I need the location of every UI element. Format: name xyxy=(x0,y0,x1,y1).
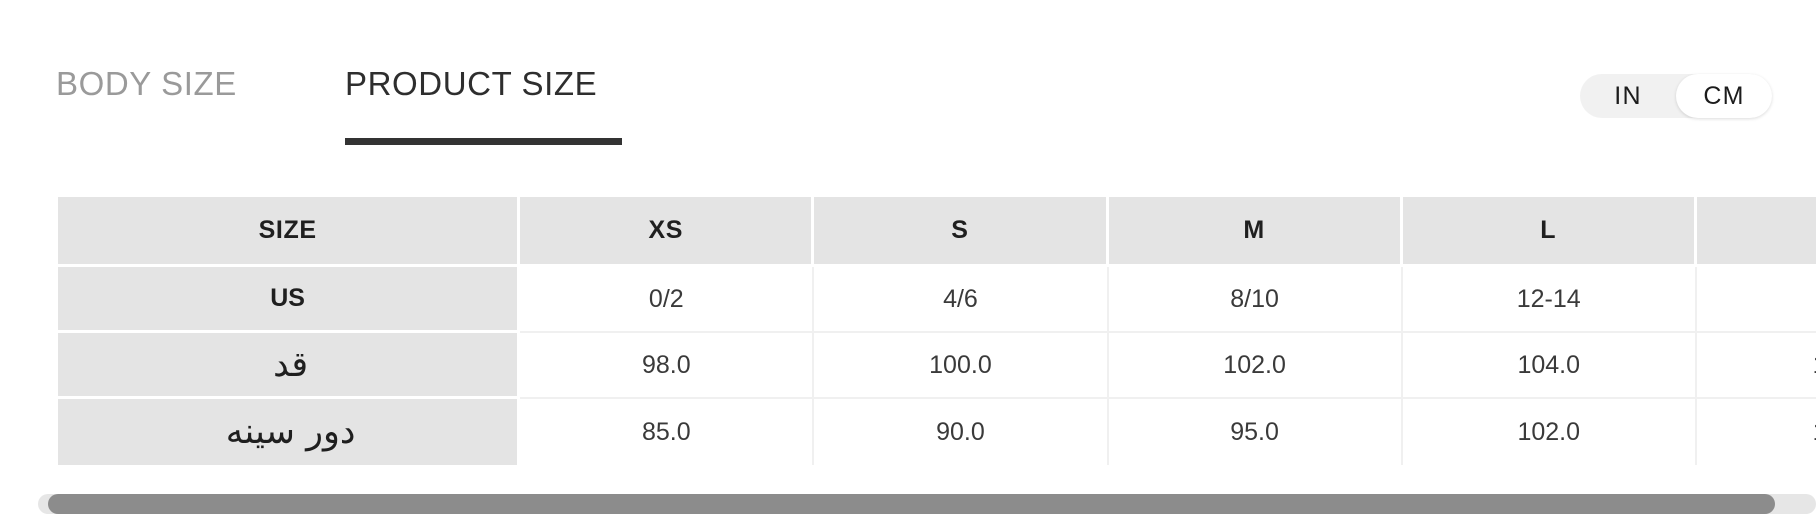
table-cell: 98.0 xyxy=(520,333,815,399)
active-tab-underline xyxy=(345,138,622,145)
size-table: SIZEXSSMLXL US0/24/68/1012-1416قد98.0100… xyxy=(58,197,1816,465)
unit-option-cm[interactable]: CM xyxy=(1676,74,1772,118)
table-row-label: US xyxy=(58,267,521,333)
size-table-head: SIZEXSSMLXL xyxy=(58,197,1816,267)
table-header-cell-size: SIZE xyxy=(58,197,521,267)
unit-toggle[interactable]: IN CM xyxy=(1580,74,1772,118)
table-cell: 102.0 xyxy=(1402,399,1697,465)
table-cell: 109.0 xyxy=(1696,399,1816,465)
table-header-cell-xs: XS xyxy=(520,197,815,267)
tab-product-size[interactable]: PRODUCT SIZE xyxy=(345,65,598,102)
table-header-row: SIZEXSSMLXL xyxy=(58,197,1816,267)
table-header-cell-xl: XL xyxy=(1696,197,1816,267)
table-cell: 90.0 xyxy=(814,399,1109,465)
table-cell: 106.0 xyxy=(1696,333,1816,399)
size-table-scroll-container[interactable]: SIZEXSSMLXL US0/24/68/1012-1416قد98.0100… xyxy=(58,197,1816,488)
table-row-label: دور سینه xyxy=(58,399,521,465)
table-cell: 100.0 xyxy=(814,333,1109,399)
table-cell: 8/10 xyxy=(1108,267,1403,333)
table-cell: 95.0 xyxy=(1108,399,1403,465)
table-header-cell-l: L xyxy=(1402,197,1697,267)
table-cell: 85.0 xyxy=(520,399,815,465)
table-cell: 104.0 xyxy=(1402,333,1697,399)
scrollbar-thumb[interactable] xyxy=(48,494,1775,514)
table-cell: 0/2 xyxy=(520,267,815,333)
tab-body-size[interactable]: BODY SIZE xyxy=(56,65,237,102)
table-header-cell-m: M xyxy=(1108,197,1403,267)
table-header-cell-s: S xyxy=(814,197,1109,267)
size-table-body: US0/24/68/1012-1416قد98.0100.0102.0104.0… xyxy=(58,267,1816,465)
table-cell: 4/6 xyxy=(814,267,1109,333)
table-cell: 12-14 xyxy=(1402,267,1697,333)
table-cell: 16 xyxy=(1696,267,1816,333)
size-guide-tabs-bar: BODY SIZE PRODUCT SIZE IN CM xyxy=(0,0,1816,170)
table-row-label: قد xyxy=(58,333,521,399)
unit-option-in[interactable]: IN xyxy=(1614,81,1642,110)
table-cell: 102.0 xyxy=(1108,333,1403,399)
size-table-horizontal-scrollbar[interactable] xyxy=(38,494,1816,514)
